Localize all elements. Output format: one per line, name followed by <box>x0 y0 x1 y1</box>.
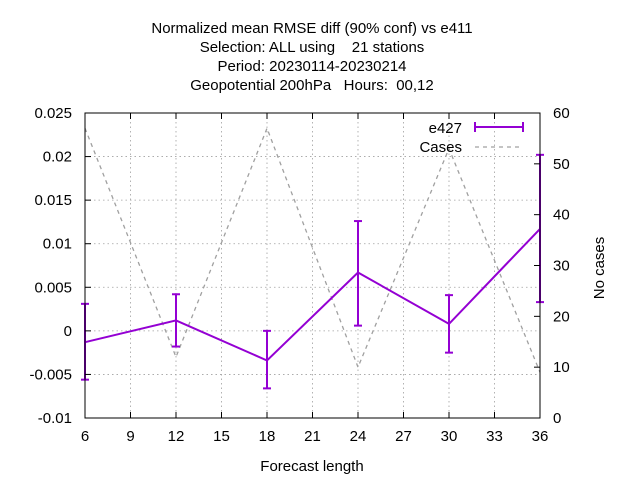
legend-label-cases: Cases <box>419 139 462 156</box>
y2-tick-label: 60 <box>553 105 570 122</box>
y2-tick-label: 0 <box>553 410 561 427</box>
x-tick-label: 33 <box>486 428 503 445</box>
y-tick-label: -0.01 <box>38 410 72 427</box>
x-tick-label: 21 <box>304 428 321 445</box>
x-axis-label: Forecast length <box>260 458 363 475</box>
y-tick-label: 0 <box>64 323 72 340</box>
chart-title-line-2: Selection: ALL using 21 stations <box>200 39 425 56</box>
cases-line <box>84 126 541 373</box>
x-tick-label: 12 <box>168 428 185 445</box>
y-tick-label: 0.015 <box>34 192 72 209</box>
x-tick-label: 27 <box>395 428 412 445</box>
x-tick-label: 9 <box>126 428 134 445</box>
y-tick-label: 0.025 <box>34 105 72 122</box>
y-tick-label: 0.005 <box>34 279 72 296</box>
chart-title-line-1: Normalized mean RMSE diff (90% conf) vs … <box>151 20 472 37</box>
y-tick-label: -0.005 <box>29 366 72 383</box>
y2-tick-label: 20 <box>553 308 570 325</box>
y2-tick-label: 40 <box>553 207 570 224</box>
grid <box>85 113 540 418</box>
x-tick-label: 6 <box>81 428 89 445</box>
legend: e427 Cases <box>419 120 524 156</box>
x-tick-label: 36 <box>532 428 549 445</box>
y2-tick-label: 10 <box>553 359 570 376</box>
y2-tick-label: 50 <box>553 156 570 173</box>
x-tick-label: 30 <box>441 428 458 445</box>
y2-axis-label: No cases <box>591 237 608 300</box>
y-tick-label: 0.01 <box>43 236 72 253</box>
legend-label-e427: e427 <box>429 120 462 137</box>
ticks: 6 9 12 15 18 21 24 27 30 33 36 -0.01 -0.005 0 0.005 0.0… <box>29 105 569 445</box>
chart-title-line-3: Period: 20230114-20230214 <box>217 58 406 75</box>
x-tick-label: 24 <box>350 428 367 445</box>
x-tick-label: 15 <box>213 428 230 445</box>
y2-tick-label: 30 <box>553 258 570 275</box>
e427-line <box>84 228 541 362</box>
x-tick-label: 18 <box>259 428 276 445</box>
y-tick-label: 0.02 <box>43 149 72 166</box>
chart-title-line-4: Geopotential 200hPa Hours: 00,12 <box>190 77 434 94</box>
